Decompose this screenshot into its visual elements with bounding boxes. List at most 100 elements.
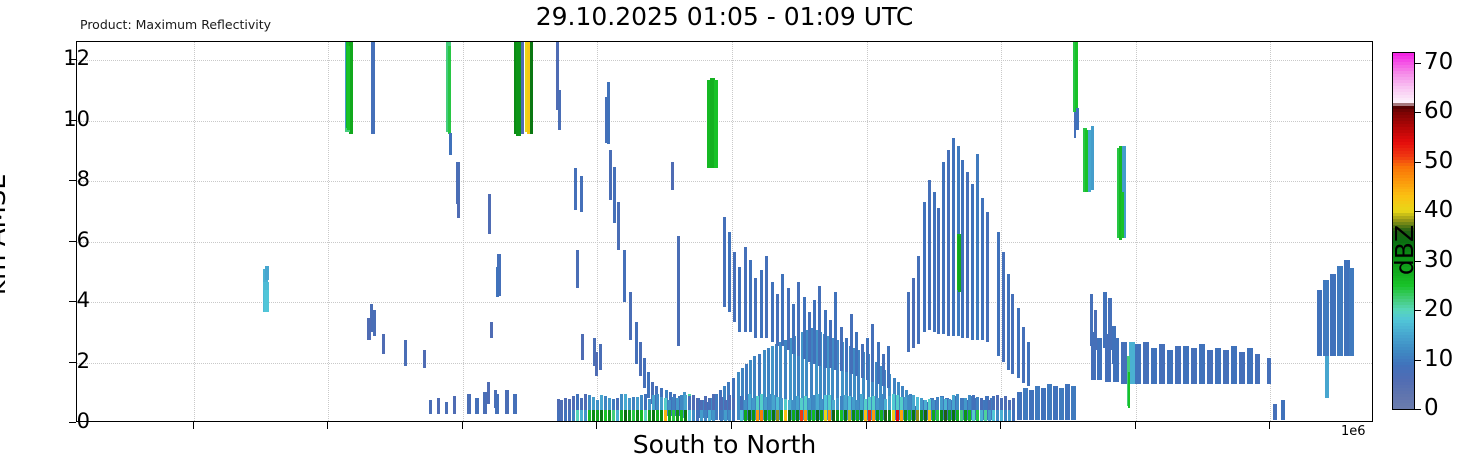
- radar-echo-segment: [617, 202, 620, 250]
- radar-echo-stripe-cap: [904, 397, 907, 410]
- colorbar-band: [1393, 257, 1414, 261]
- radar-echo-stripe: [668, 410, 671, 421]
- radar-echo-segment: [1121, 192, 1124, 238]
- radar-echo-segment: [1128, 372, 1130, 408]
- radar-echo-stripe-cap: [924, 400, 927, 410]
- radar-echo-stripe: [968, 410, 971, 421]
- colorbar-band: [1393, 61, 1414, 65]
- colorbar-band: [1393, 141, 1414, 145]
- y-axis-tick-mark: [69, 180, 76, 182]
- radar-echo-segment: [639, 342, 642, 376]
- radar-echo-segment: [723, 217, 726, 307]
- x-axis-tick-mark: [596, 422, 597, 429]
- radar-echo-segment: [1108, 298, 1112, 350]
- radar-echo-segment: [1091, 332, 1096, 380]
- radar-echo-segment: [1087, 130, 1091, 192]
- radar-echo-segment: [810, 328, 813, 420]
- radar-echo-segment: [781, 274, 784, 346]
- y-axis-tick-label: 8: [76, 167, 90, 192]
- x-axis-tick-mark: [731, 422, 732, 429]
- radar-echo-stripe: [624, 410, 627, 421]
- gridline-vertical: [597, 42, 598, 421]
- radar-echo-stripe: [560, 410, 563, 421]
- radar-echo-segment: [1091, 126, 1094, 190]
- colorbar-band: [1393, 117, 1414, 122]
- radar-echo-stripe-cap: [892, 394, 895, 410]
- radar-echo-segment: [776, 294, 779, 346]
- radar-echo-segment: [849, 346, 852, 420]
- colorbar-band: [1393, 135, 1414, 140]
- radar-echo-stripe-cap: [684, 395, 687, 410]
- radar-echo-segment: [635, 322, 638, 364]
- colorbar-band: [1393, 73, 1414, 77]
- radar-echo-segment: [1007, 274, 1010, 370]
- colorbar-band: [1393, 393, 1414, 398]
- radar-echo-segment: [965, 400, 969, 420]
- radar-echo-segment: [382, 334, 385, 354]
- radar-echo-segment: [527, 42, 531, 134]
- radar-echo-segment: [576, 250, 579, 288]
- radar-echo-stripe: [632, 410, 635, 421]
- radar-echo-stripe-cap: [668, 400, 671, 410]
- radar-echo-stripe-cap: [960, 399, 963, 410]
- radar-echo-segment: [1129, 342, 1135, 384]
- colorbar-band: [1393, 96, 1414, 101]
- colorbar-band: [1393, 292, 1414, 297]
- radar-echo-stripe-cap: [984, 400, 987, 410]
- radar-echo-stripe-cap: [744, 400, 747, 410]
- colorbar-band: [1393, 174, 1414, 178]
- radar-echo-segment: [1267, 358, 1271, 384]
- colorbar-band: [1393, 384, 1414, 389]
- radar-echo-segment: [347, 46, 350, 130]
- colorbar-axis-label: dBZ: [1390, 224, 1419, 276]
- radar-echo-segment: [1151, 348, 1157, 384]
- colorbar-band: [1393, 337, 1414, 341]
- colorbar-band: [1393, 343, 1414, 347]
- colorbar-band: [1393, 150, 1414, 154]
- radar-echo-stripe: [852, 410, 855, 421]
- radar-echo-segment: [760, 270, 763, 338]
- radar-echo-stripe-cap: [628, 398, 631, 410]
- radar-echo-stripe: [956, 410, 959, 421]
- radar-echo-stripe: [768, 410, 771, 421]
- radar-echo-stripe: [896, 410, 899, 421]
- radar-echo-segment: [797, 282, 800, 356]
- radar-echo-stripe: [572, 410, 575, 421]
- radar-echo-stripe-cap: [976, 397, 979, 410]
- radar-echo-stripe: [764, 410, 767, 421]
- radar-echo-stripe-cap: [880, 394, 883, 410]
- radar-echo-segment: [866, 338, 869, 380]
- radar-echo-stripe-cap: [692, 395, 695, 410]
- radar-echo-stripe-cap: [620, 394, 623, 410]
- radar-echo-stripe: [660, 410, 663, 421]
- radar-echo-segment: [857, 350, 860, 420]
- radar-echo-segment: [728, 232, 731, 312]
- radar-echo-stripe-cap: [836, 398, 839, 410]
- colorbar-band: [1393, 108, 1414, 113]
- x-axis-tick-mark: [462, 422, 463, 429]
- colorbar-tick-label: 10: [1424, 345, 1454, 372]
- radar-echo-segment: [986, 212, 989, 342]
- colorbar-band: [1393, 102, 1414, 107]
- radar-echo-stripe-cap: [852, 397, 855, 410]
- radar-echo-stripe: [900, 410, 903, 421]
- colorbar-band: [1393, 352, 1414, 356]
- radar-echo-stripe: [796, 410, 799, 421]
- radar-echo-segment: [1076, 108, 1079, 130]
- product-label: Product: Maximum Reflectivity: [80, 17, 272, 32]
- radar-echo-segment: [1207, 350, 1213, 384]
- radar-echo-segment: [556, 42, 559, 110]
- colorbar-band: [1393, 233, 1414, 237]
- radar-echo-stripe-cap: [712, 394, 715, 410]
- radar-echo-stripe-cap: [600, 395, 603, 410]
- radar-echo-segment: [1113, 338, 1119, 382]
- radar-echo-segment: [497, 254, 501, 296]
- colorbar-band: [1393, 188, 1414, 193]
- radar-echo-segment: [467, 394, 471, 414]
- radar-echo-segment: [744, 247, 747, 332]
- radar-echo-stripe-cap: [992, 396, 995, 410]
- radar-echo-stripe: [704, 410, 707, 421]
- colorbar-tick-mark: [1414, 260, 1421, 262]
- radar-echo-stripe: [924, 410, 927, 421]
- radar-echo-segment: [495, 394, 499, 414]
